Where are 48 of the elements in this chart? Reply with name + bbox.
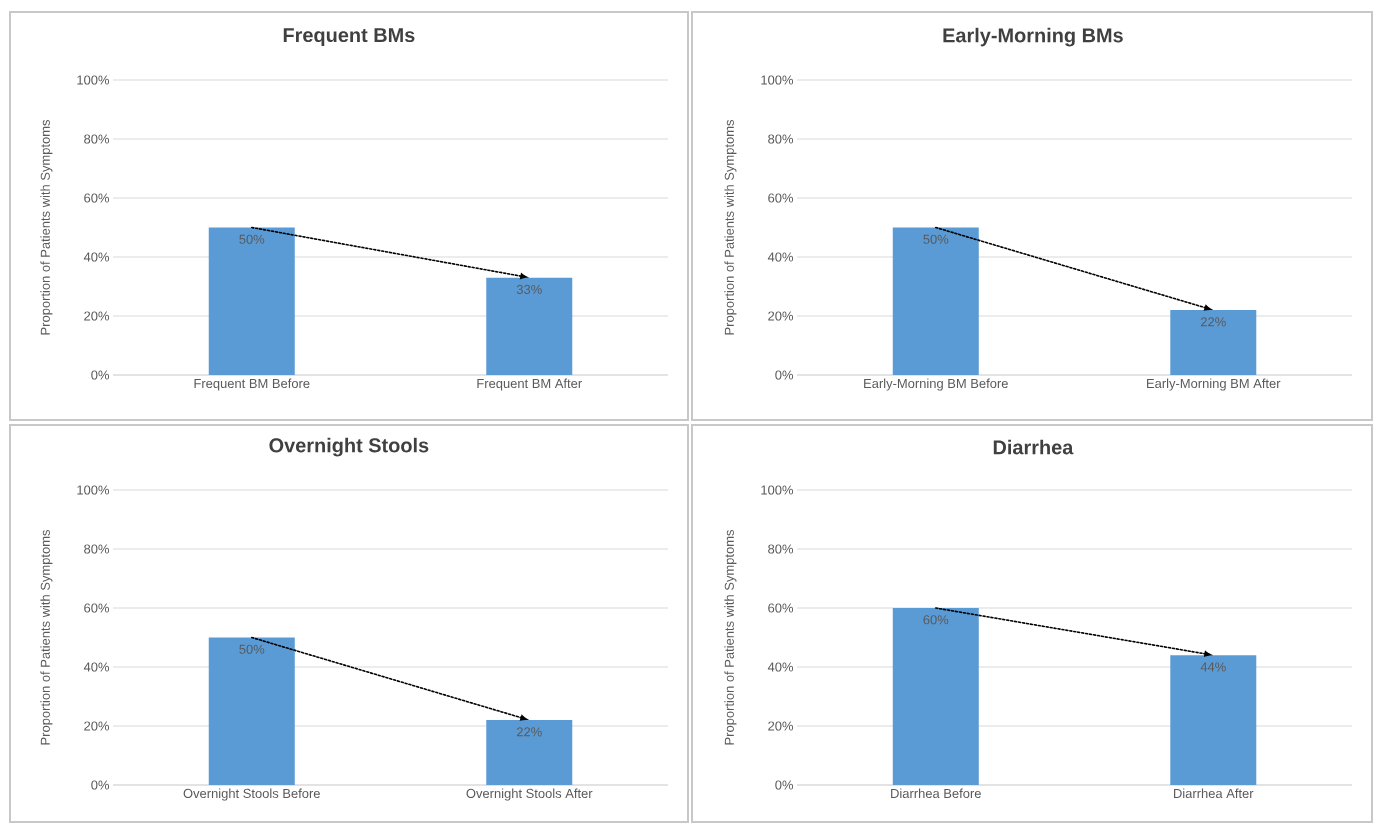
x-tick-label: Early-Morning BM Before bbox=[864, 378, 1008, 391]
y-tick-label: 60% bbox=[84, 193, 110, 203]
data-label: 60% bbox=[923, 615, 949, 625]
chart-title: Overnight Stools bbox=[269, 437, 429, 457]
y-tick-label: 20% bbox=[768, 311, 794, 321]
y-tick-label: 40% bbox=[83, 662, 110, 672]
y-tick-label: 80% bbox=[84, 134, 110, 144]
y-tick-label: 80% bbox=[84, 544, 110, 554]
y-axis-title: Proportion of Patients with Symptoms bbox=[40, 119, 53, 335]
y-tick-label: 0% bbox=[775, 780, 794, 790]
y-tick-label: 20% bbox=[84, 721, 110, 731]
chart-title: Early-Morning BMs bbox=[943, 27, 1123, 47]
data-label: 50% bbox=[239, 234, 265, 244]
y-tick-label: 0% bbox=[775, 370, 794, 380]
y-tick-label: 100% bbox=[761, 75, 794, 85]
data-label: 22% bbox=[516, 727, 542, 737]
y-tick-label: 60% bbox=[768, 603, 794, 613]
y-tick-label: 20% bbox=[768, 721, 794, 731]
y-tick-label: 40% bbox=[767, 662, 794, 672]
data-label: 44% bbox=[1200, 662, 1226, 672]
data-label: 50% bbox=[923, 234, 949, 244]
y-axis-title: Proportion of Patients with Symptoms bbox=[724, 119, 737, 335]
y-tick-label: 100% bbox=[77, 485, 110, 495]
data-label: 22% bbox=[1200, 317, 1226, 327]
y-axis-title: Proportion of Patients with Symptoms bbox=[724, 530, 737, 745]
y-tick-label: 100% bbox=[761, 485, 794, 495]
x-tick-label: Early-Morning BM After bbox=[1147, 378, 1281, 391]
chart-title: Diarrhea bbox=[993, 439, 1074, 455]
y-tick-label: 100% bbox=[77, 75, 110, 85]
y-tick-label: 40% bbox=[83, 252, 110, 262]
y-tick-label: 0% bbox=[91, 780, 110, 790]
y-tick-label: 80% bbox=[768, 544, 794, 554]
y-tick-label: 20% bbox=[84, 311, 110, 321]
y-tick-label: 60% bbox=[84, 603, 110, 613]
y-axis-title: Proportion of Patients with Symptoms bbox=[40, 530, 53, 745]
y-tick-label: 0% bbox=[91, 370, 110, 380]
y-tick-label: 40% bbox=[767, 252, 794, 262]
x-tick-label: Overnight Stools After bbox=[466, 788, 593, 801]
y-tick-label: 80% bbox=[768, 134, 794, 144]
y-tick-label: 60% bbox=[768, 193, 794, 203]
x-tick-label: Overnight Stools Before bbox=[183, 788, 320, 801]
chart-title: Frequent BMs bbox=[283, 28, 415, 47]
x-tick-label: Diarrhea After bbox=[1174, 788, 1254, 799]
x-tick-label: Diarrhea Before bbox=[891, 788, 981, 799]
data-label: 33% bbox=[516, 284, 542, 294]
data-label: 50% bbox=[239, 644, 265, 654]
x-tick-label: Frequent BM Before bbox=[194, 378, 310, 391]
x-tick-label: Frequent BM After bbox=[477, 378, 582, 391]
